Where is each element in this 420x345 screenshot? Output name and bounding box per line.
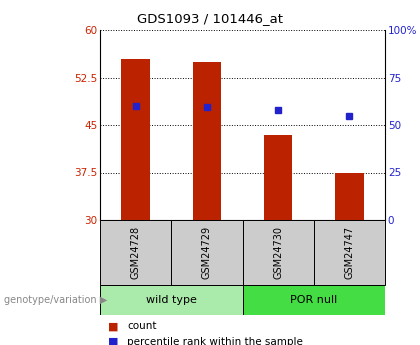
Text: POR null: POR null bbox=[290, 295, 337, 305]
Text: GSM24730: GSM24730 bbox=[273, 226, 283, 279]
Bar bbox=[242, 220, 314, 285]
Text: GSM24747: GSM24747 bbox=[344, 226, 354, 279]
Bar bbox=[242, 285, 385, 315]
Text: ■: ■ bbox=[108, 322, 119, 332]
Bar bbox=[314, 220, 385, 285]
Bar bbox=[100, 285, 242, 315]
Text: GSM24729: GSM24729 bbox=[202, 226, 212, 279]
Text: count: count bbox=[127, 322, 157, 332]
Bar bbox=[121, 59, 150, 220]
Bar bbox=[264, 135, 292, 220]
Bar bbox=[100, 220, 171, 285]
Bar bbox=[171, 220, 242, 285]
Bar bbox=[335, 172, 364, 220]
Bar bbox=[193, 62, 221, 220]
Text: percentile rank within the sample: percentile rank within the sample bbox=[127, 337, 303, 345]
Text: GDS1093 / 101446_at: GDS1093 / 101446_at bbox=[137, 12, 283, 25]
Text: genotype/variation ▶: genotype/variation ▶ bbox=[4, 295, 108, 305]
Text: wild type: wild type bbox=[146, 295, 197, 305]
Text: ■: ■ bbox=[108, 337, 119, 345]
Text: GSM24728: GSM24728 bbox=[131, 226, 141, 279]
